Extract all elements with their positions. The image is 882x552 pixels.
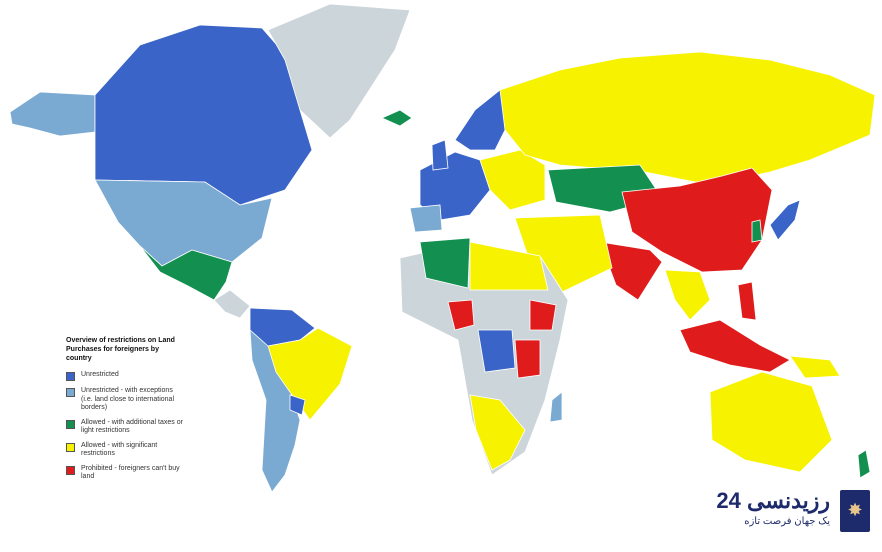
region-mexico	[139, 245, 233, 301]
region-indonesia-philippines	[679, 319, 791, 373]
legend-label: Unrestricted	[81, 371, 119, 378]
logo-name: رزیدنسی 24	[716, 488, 830, 513]
region-paraguay	[289, 394, 306, 416]
region-madagascar	[549, 391, 563, 423]
region-north-africa	[469, 241, 549, 291]
legend-swatch	[66, 465, 75, 475]
region-new-zealand	[857, 449, 871, 479]
region-southeast-asia	[664, 269, 711, 321]
region-nigeria	[447, 299, 475, 331]
legend-item-unrestricted: Unrestricted	[66, 371, 186, 381]
region-uk	[431, 139, 449, 171]
region-algeria	[419, 237, 471, 289]
region-iceland	[381, 109, 413, 127]
region-brazil	[267, 327, 353, 421]
region-russia	[499, 51, 876, 186]
region-ethiopia	[529, 299, 557, 331]
region-eastern-europe	[479, 149, 546, 211]
region-central-america	[213, 289, 251, 319]
region-philippines	[737, 281, 757, 321]
logo: رزیدنسی 24 یک جهان فرصت تازه ✸	[712, 488, 872, 538]
legend-item-unrestricted-exceptions: Unrestricted - with exceptions (i.e. lan…	[66, 387, 186, 413]
region-india	[599, 241, 663, 301]
legend-item-prohibited: Prohibited - foreigners can't buy land	[66, 465, 186, 482]
legend-label: Allowed - with additional taxes or light…	[81, 418, 183, 435]
legend-swatch	[66, 419, 75, 429]
region-southern-africa	[469, 394, 526, 471]
legend-swatch	[66, 372, 75, 381]
legend-swatch	[66, 388, 75, 397]
legend: Overview of restrictions on Land Purchas…	[66, 336, 186, 488]
region-canada	[94, 24, 313, 206]
region-new-guinea	[789, 355, 841, 379]
region-korea	[751, 219, 763, 243]
legend-swatch	[66, 442, 75, 452]
legend-item-allowed-additional: Allowed - with additional taxes or light…	[66, 419, 186, 436]
legend-item-allowed-significant: Allowed - with significant restrictions	[66, 442, 186, 459]
region-alaska	[9, 91, 96, 137]
legend-label: Unrestricted - with exceptions (i.e. lan…	[81, 387, 174, 411]
region-greenland	[267, 3, 411, 139]
logo-tagline: یک جهان فرصت تازه	[744, 516, 830, 527]
legend-label: Prohibited - foreigners can't buy land	[81, 464, 180, 481]
legend-label: Allowed - with significant restrictions	[81, 441, 158, 458]
region-iberia	[409, 204, 443, 233]
region-japan	[769, 199, 801, 241]
region-congo	[477, 329, 516, 373]
region-east-africa	[514, 339, 541, 379]
star-book-icon: ✸	[840, 490, 870, 532]
legend-title: Overview of restrictions on Land Purchas…	[66, 337, 175, 362]
region-australia	[709, 371, 833, 473]
